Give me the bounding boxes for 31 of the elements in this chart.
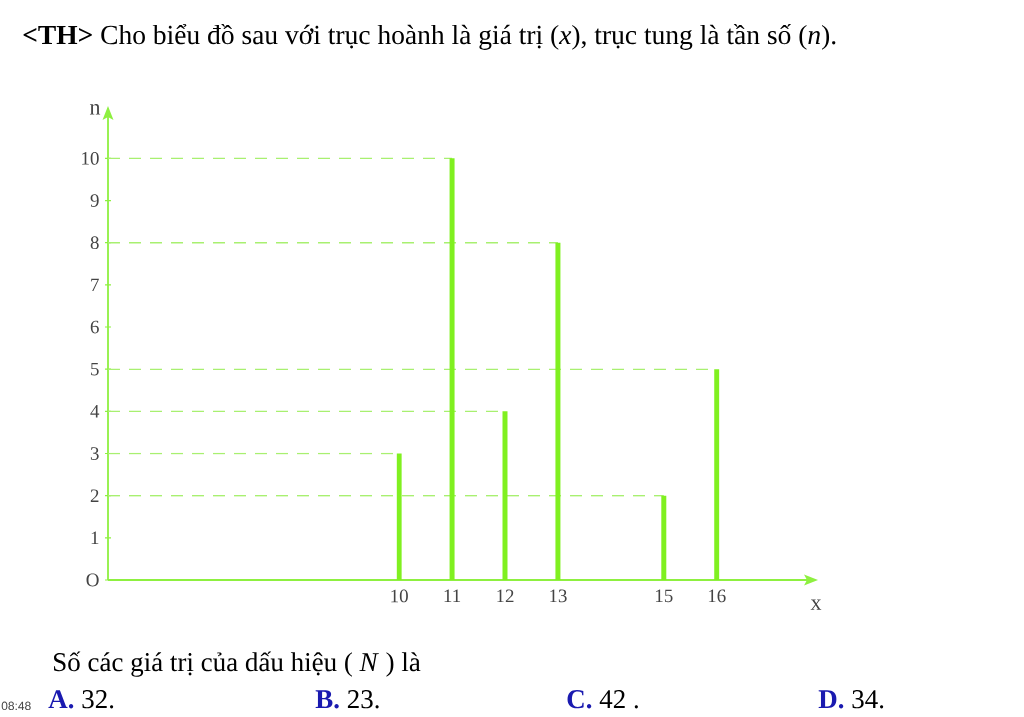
x-tick-label: 10 — [391, 589, 408, 603]
bar — [396, 453, 402, 580]
y-tick-label: 9 — [90, 194, 99, 207]
y-tick-label: 2 — [90, 489, 99, 502]
y-tick-label: 8 — [90, 236, 99, 250]
bar — [661, 495, 667, 580]
x-axis-title: x — [810, 599, 822, 610]
text: 08:48 — [1, 701, 31, 711]
text: D. 34. — [818, 690, 884, 709]
y-tick-label: 4 — [90, 405, 100, 418]
text: A. 32. — [48, 690, 114, 709]
y-tick-label: 6 — [90, 320, 99, 334]
chart-title: <TH> Cho biểu đồ sau với trục hoành là giá trị (x), trục tung là tần số (n). — [23, 24, 836, 50]
y-tick-label: 1 — [91, 531, 99, 545]
bar — [449, 158, 455, 580]
y-tick-label: 5 — [91, 362, 99, 376]
x-tick-label: 11 — [444, 589, 461, 603]
x-tick-label: 15 — [655, 589, 673, 603]
x-tick-label: 13 — [550, 589, 567, 603]
y-tick-label: 3 — [90, 447, 99, 460]
y-tick-label: 10 — [82, 151, 99, 165]
y-tick-label: O — [86, 573, 99, 587]
y-axis-title: n — [89, 104, 101, 115]
text: B. 23. — [315, 690, 379, 709]
text: C. 42 . — [567, 690, 638, 709]
bar — [714, 369, 720, 580]
x-tick-label: 16 — [708, 589, 726, 603]
x-tick-label: 12 — [497, 589, 514, 603]
text: Số các giá trị của dấu hiệu ( N ) là — [54, 651, 421, 677]
bar — [555, 242, 561, 580]
y-tick-label: 7 — [91, 278, 99, 292]
